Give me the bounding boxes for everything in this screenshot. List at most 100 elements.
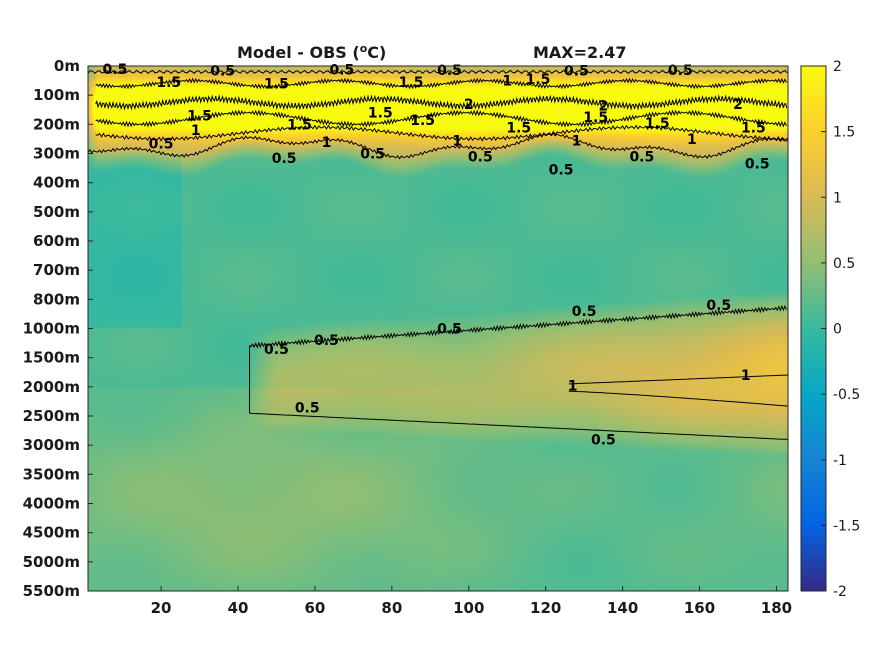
y-tick-label: 400m [33, 174, 80, 192]
contour-line [568, 390, 789, 407]
y-tick-label: 1000m [23, 320, 80, 338]
heatmap-plot-area: 0.5 0.5 0.5 0.5 0.5 0.511.5 1.5 1.5 1.52 2 21.51.5… [87, 62, 789, 592]
contour-label: 0.5 [295, 400, 320, 416]
contour-label: 1 [741, 368, 751, 384]
contour-label: 1 [572, 133, 582, 149]
chart-title: Model - OBS (oC) [237, 42, 386, 62]
contour-line [95, 124, 789, 142]
y-tick-label: 100m [33, 86, 80, 104]
y-tick-label: 800m [33, 290, 80, 308]
contour-label: 0.5 [591, 432, 616, 448]
contour-label: 1 [687, 132, 697, 148]
contour-label: 0.5 [149, 136, 174, 152]
y-tick-label: 4000m [23, 495, 80, 513]
contour-label: 0.5 [210, 63, 235, 79]
colorbar-tick-label: -1.5 [833, 518, 860, 534]
heatmap-field [88, 66, 788, 591]
contour-line [95, 109, 787, 128]
contour-label: 1 [502, 74, 512, 90]
chart-title-main: Model - OBS ( [237, 43, 360, 62]
contour-line [87, 132, 789, 160]
contour-label: 1.5 [583, 110, 608, 126]
y-tick-label: 2500m [23, 407, 80, 425]
x-tick-label: 140 [607, 599, 638, 617]
contour-label: 1.5 [410, 113, 435, 129]
contour-lines [87, 69, 789, 440]
contour-label: 0.5 [706, 298, 731, 314]
y-tick-label: 300m [33, 145, 80, 163]
y-tick-label: 5500m [23, 582, 80, 600]
contour-label: 1 [568, 378, 578, 394]
contour-label: 1 [452, 133, 462, 149]
contour-label: 1.5 [264, 77, 289, 93]
colorbar-tick-label: -2 [833, 584, 847, 600]
chart-title-unit-sup: o [360, 42, 368, 55]
x-tick-label: 40 [228, 599, 249, 617]
x-tick-label: 160 [684, 599, 715, 617]
contour-label: 0.5 [360, 147, 385, 163]
y-tick-label: 3500m [23, 465, 80, 483]
contour-label: 0.5 [437, 322, 462, 338]
contour-label: 0.5 [272, 151, 297, 167]
colorbar-tick-label: 1 [833, 190, 842, 206]
x-tick-label: 100 [453, 599, 484, 617]
contour-label: 0.5 [564, 63, 589, 79]
contour-line [249, 304, 787, 349]
contour-label: 1.5 [156, 75, 181, 91]
contour-label: 0.5 [668, 63, 693, 79]
colorbar-ticks: 2 1.5 1 0.5 0 -0.5 -1 -1.5 -2 [821, 59, 860, 600]
contour-label: 1.5 [399, 75, 424, 91]
contour-label: 0.5 [468, 149, 493, 165]
contour-line [95, 94, 788, 111]
contour-label: 0.5 [264, 342, 289, 358]
y-tick-label: 0m [54, 57, 80, 75]
y-tick-label: 500m [33, 203, 80, 221]
contour-label: 0.5 [103, 62, 128, 78]
contour-line [87, 69, 788, 74]
contour-label: 1 [191, 123, 201, 139]
chart-max-label: MAX=2.47 [533, 43, 627, 62]
y-tick-label: 4500m [23, 524, 80, 542]
contour-label: 2 [464, 97, 474, 113]
y-tick-label: 3000m [23, 436, 80, 454]
x-axis: 20 40 60 80 100 120 140 160 180 [151, 586, 792, 617]
contour-label: 1.5 [506, 120, 531, 136]
contour-label: 2 [599, 98, 609, 114]
y-tick-label: 700m [33, 261, 80, 279]
contour-line [95, 77, 787, 90]
x-tick-label: 60 [304, 599, 325, 617]
colorbar-tick-label: 2 [833, 59, 842, 75]
y-tick-label: 1500m [23, 349, 80, 367]
y-tick-label: 600m [33, 232, 80, 250]
contour-labels: 0.5 0.5 0.5 0.5 0.5 0.511.5 1.5 1.5 1.52 2 21.51.5… [103, 62, 770, 448]
colorbar-tick-label: -1 [833, 453, 847, 469]
contour-label: 0.5 [572, 304, 597, 320]
x-tick-label: 80 [381, 599, 402, 617]
contour-label: 1.5 [287, 117, 312, 133]
contour-label: 0.5 [629, 149, 654, 165]
x-tick-label: 20 [151, 599, 172, 617]
contour-label: 0.5 [314, 333, 339, 349]
contour-label: 1 [322, 135, 332, 151]
contour-label: 1.5 [187, 109, 212, 125]
contour-label: 0.5 [745, 157, 770, 173]
contour-label: 0.5 [549, 163, 574, 179]
contour-label: 1.5 [526, 72, 551, 88]
y-tick-label: 2000m [23, 378, 80, 396]
y-tick-label: 5000m [23, 553, 80, 571]
contour-label: 1.5 [645, 116, 670, 132]
colorbar-tick-label: 0.5 [833, 256, 855, 272]
contour-line [568, 374, 789, 385]
chart-title-unit: C) [367, 43, 386, 62]
colorbar-tick-label: -0.5 [833, 387, 860, 403]
contour-label: 2 [733, 97, 743, 113]
contour-label: 0.5 [437, 63, 462, 79]
y-axis-depth: 0m 100m 200m 300m 400m 500m 600m 700m 800m 1000m 1… [23, 57, 93, 600]
colorbar: 2 1.5 1 0.5 0 -0.5 -1 -1.5 -2 [800, 59, 860, 600]
contour-label: 0.5 [329, 63, 354, 79]
contour-line [249, 412, 788, 440]
x-tick-label: 180 [761, 599, 792, 617]
contour-label: 1.5 [741, 120, 766, 136]
colorbar-tick-label: 0 [833, 322, 842, 338]
